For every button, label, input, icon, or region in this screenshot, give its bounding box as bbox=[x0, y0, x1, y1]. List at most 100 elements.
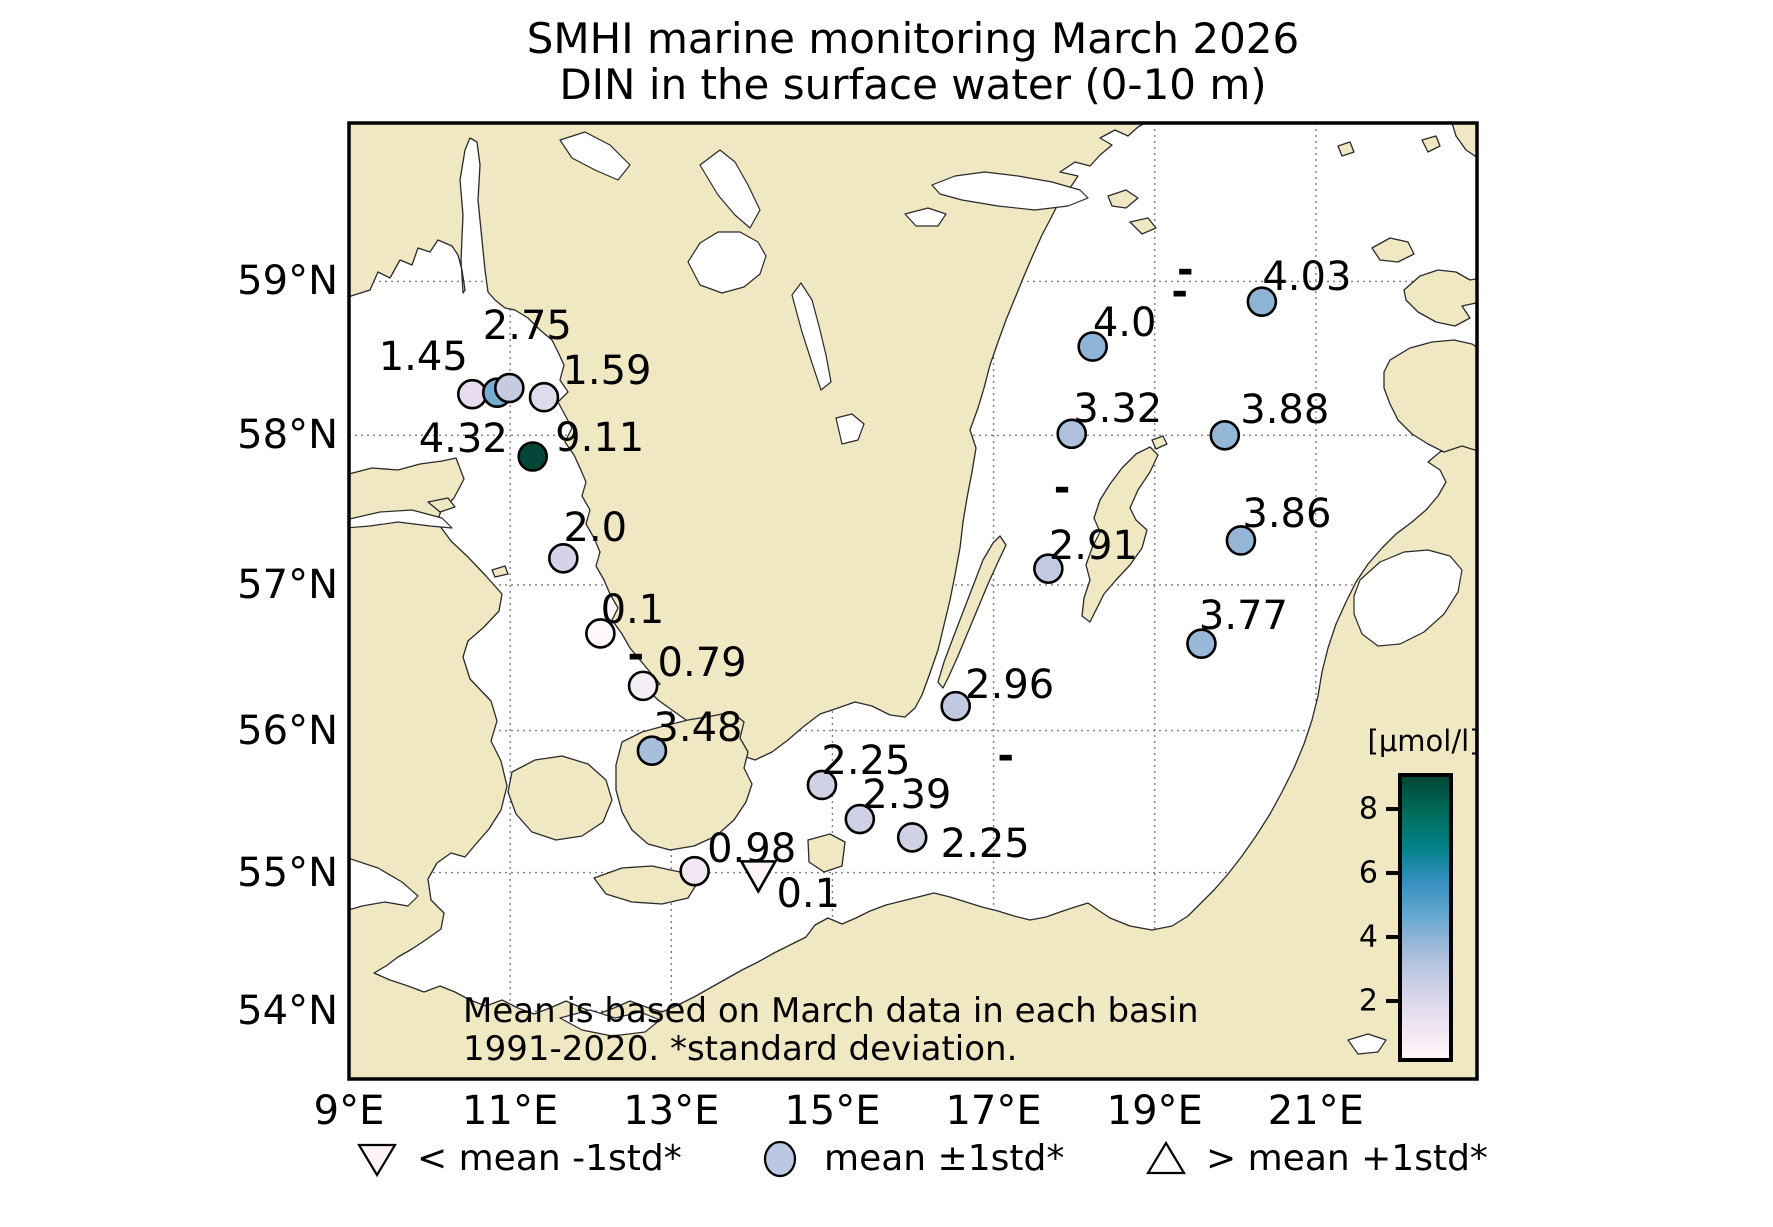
chart-title-line2: DIN in the surface water (0-10 m) bbox=[559, 60, 1267, 109]
island-lolland-falster bbox=[593, 865, 699, 905]
limfjord bbox=[349, 509, 453, 529]
station-value-label: 2.25 bbox=[940, 821, 1030, 868]
note-line2: 1991-2020. *standard deviation. bbox=[463, 1029, 1018, 1069]
missing-value-dash: - bbox=[627, 632, 645, 679]
island-saaremaa bbox=[1383, 339, 1477, 453]
island-funen bbox=[507, 755, 613, 841]
station-marker bbox=[844, 803, 876, 835]
missing-value-dash: - bbox=[1177, 247, 1194, 294]
station-value-label: 0.1 bbox=[600, 587, 665, 634]
y-tick-label: 56°N bbox=[237, 707, 338, 754]
station-value-label: 2.91 bbox=[1048, 522, 1138, 569]
island-oland bbox=[937, 535, 1007, 689]
station-value-label: 3.48 bbox=[653, 704, 743, 751]
station-value-label: 3.86 bbox=[1242, 491, 1332, 538]
station-marker bbox=[679, 855, 710, 887]
station-marker bbox=[896, 822, 928, 853]
station-value-label: 0.79 bbox=[657, 639, 747, 686]
x-tick-label: 11°E bbox=[462, 1088, 559, 1134]
island-bornholm bbox=[807, 833, 846, 873]
legend-item-above-mean: > mean +1std* bbox=[1144, 1138, 1488, 1179]
legend-item-below-mean: < mean -1std* bbox=[355, 1138, 682, 1179]
island-faro bbox=[1151, 435, 1168, 450]
station-value-label: 2.75 bbox=[482, 303, 572, 350]
station-markers bbox=[456, 286, 1278, 895]
station-marker bbox=[1077, 331, 1108, 362]
station-marker bbox=[1209, 419, 1241, 451]
station-marker bbox=[1056, 418, 1088, 450]
station-value-label: 2.96 bbox=[965, 662, 1055, 709]
island-laeso bbox=[427, 497, 456, 513]
legend-label: < mean -1std* bbox=[417, 1138, 682, 1179]
station-marker bbox=[1033, 553, 1064, 584]
lake-hjalmaren bbox=[904, 207, 947, 227]
x-tick-label: 21°E bbox=[1267, 1088, 1364, 1134]
colorbar-tick-mark bbox=[1386, 998, 1398, 1003]
lake-lithuania bbox=[1347, 1033, 1387, 1055]
station-value-label: 4.03 bbox=[1262, 253, 1352, 300]
station-value-label: 1.45 bbox=[378, 334, 468, 381]
station-value-label: 1.59 bbox=[562, 348, 652, 395]
missing-value-dash: - bbox=[1171, 269, 1188, 316]
y-tick-label: 55°N bbox=[237, 849, 338, 896]
station-value-label: 4.0 bbox=[1092, 299, 1157, 346]
x-tick-label: 15°E bbox=[784, 1088, 881, 1134]
colorbar-gradient bbox=[1398, 773, 1453, 1062]
y-tick-label: 58°N bbox=[237, 412, 338, 459]
island-gotland bbox=[1081, 446, 1159, 623]
island-archipelago-3 bbox=[1421, 135, 1441, 153]
station-marker bbox=[739, 860, 778, 895]
station-marker bbox=[494, 372, 525, 404]
station-value-label: 4.32 bbox=[418, 415, 508, 462]
chart-title-line1: SMHI marine monitoring March 2026 bbox=[526, 14, 1300, 63]
lake-vattern bbox=[791, 282, 832, 391]
station-marker bbox=[1186, 628, 1217, 659]
station-value-label: 2.39 bbox=[862, 772, 952, 819]
station-marker bbox=[528, 381, 560, 413]
colorbar-tick-label: 2 bbox=[1358, 983, 1378, 1019]
station-marker bbox=[627, 670, 659, 702]
circle-icon bbox=[763, 1140, 797, 1177]
station-marker bbox=[940, 690, 972, 722]
map-frame bbox=[347, 121, 1479, 1081]
missing-value-dash: - bbox=[1053, 465, 1071, 512]
station-value-label: 3.77 bbox=[1198, 592, 1288, 639]
norway-fjord-2 bbox=[699, 149, 761, 229]
station-marker bbox=[548, 543, 579, 574]
x-tick-label: 13°E bbox=[623, 1088, 720, 1134]
y-tick-label: 54°N bbox=[237, 988, 338, 1035]
colorbar-tick-label: 8 bbox=[1358, 791, 1378, 827]
gulf-of-riga bbox=[1353, 549, 1463, 647]
island-aland bbox=[1371, 237, 1415, 263]
station-value-label: 9.11 bbox=[555, 415, 645, 462]
land-southern-baltic-coast bbox=[349, 438, 1477, 1079]
station-value-label: 0.1 bbox=[776, 871, 841, 918]
inland-waters bbox=[349, 131, 1463, 1055]
colorbar-tick-mark bbox=[1386, 807, 1398, 812]
station-value-label: 3.88 bbox=[1240, 387, 1330, 434]
colorbar-tick-mark bbox=[1386, 935, 1398, 939]
station-value-label: 0.98 bbox=[707, 826, 797, 873]
szczecin-lagoon bbox=[559, 1009, 661, 1037]
landmasses bbox=[349, 123, 1477, 1079]
legend-label: > mean +1std* bbox=[1206, 1138, 1488, 1179]
station-marker bbox=[1225, 525, 1257, 556]
y-tick-label: 59°N bbox=[237, 258, 338, 305]
station-value-label: 3.32 bbox=[1073, 385, 1163, 432]
x-tick-label: 17°E bbox=[945, 1088, 1042, 1134]
missing-value-dash: - bbox=[997, 733, 1014, 780]
lake-smaland bbox=[835, 413, 865, 445]
lake-malaren bbox=[931, 171, 1089, 211]
island-anholt bbox=[491, 565, 509, 578]
colorbar-title: [μmol/l] bbox=[1367, 724, 1481, 758]
land-finland-corner bbox=[1451, 123, 1477, 159]
colorbar-tick-mark bbox=[1386, 871, 1398, 876]
station-marker bbox=[585, 618, 616, 649]
y-tick-label: 57°N bbox=[237, 561, 338, 608]
station-value-label: 2.0 bbox=[563, 505, 628, 552]
station-value-label: 2.25 bbox=[821, 737, 911, 784]
lake-vanern bbox=[687, 231, 767, 294]
legend-item-within-std: mean ±1std* bbox=[760, 1138, 1064, 1179]
station-marker bbox=[806, 769, 838, 801]
x-tick-label: 19°E bbox=[1106, 1088, 1203, 1134]
